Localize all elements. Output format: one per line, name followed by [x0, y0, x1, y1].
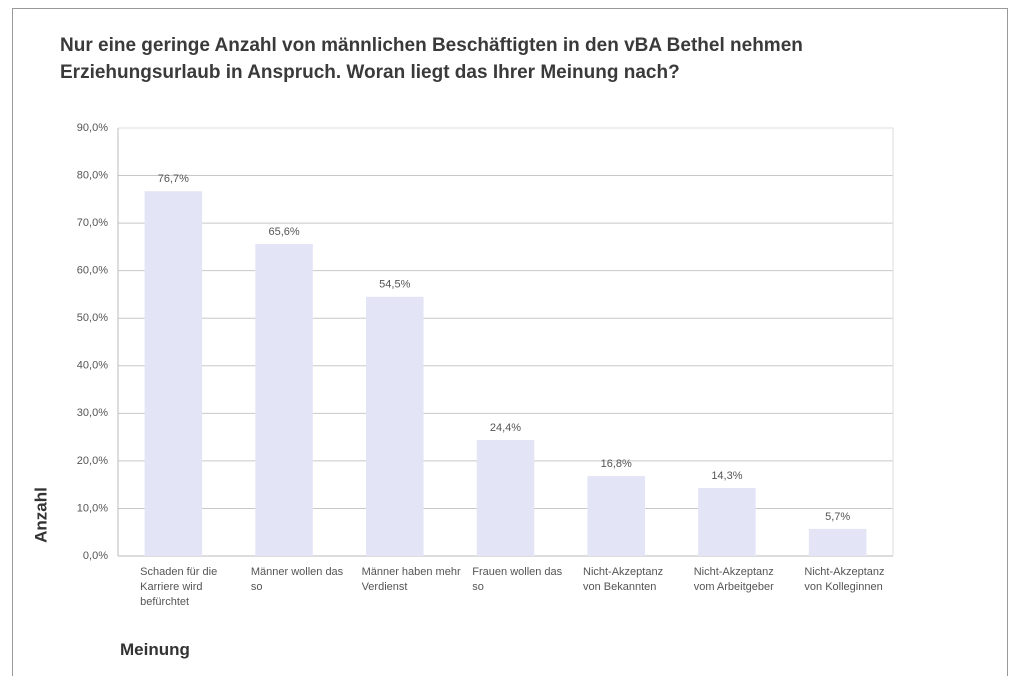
x-tick-label: Männer wollen das so: [250, 566, 344, 593]
y-tick-label: 30,0%: [77, 407, 108, 419]
bar: [698, 487, 756, 556]
value-label: 54,5%: [379, 279, 410, 291]
value-label: 16,8%: [601, 458, 632, 470]
value-label: 65,6%: [268, 226, 299, 238]
bar: [808, 528, 867, 556]
x-tick-label: Frauen wollen das so: [472, 566, 563, 593]
chart-title: Nur eine geringe Anzahl von männlichen B…: [60, 35, 803, 83]
value-label: 14,3%: [711, 470, 742, 482]
y-tick-label: 20,0%: [77, 455, 108, 467]
y-tick-label: 70,0%: [77, 217, 108, 229]
bar: [366, 296, 424, 556]
y-tick-label: 60,0%: [77, 265, 108, 277]
y-tick-label: 90,0%: [77, 122, 108, 134]
value-label: 24,4%: [490, 422, 521, 434]
bar: [476, 439, 535, 556]
y-tick-label: 10,0%: [77, 502, 108, 514]
x-tick-label: Nicht-Akzeptanz von Bekannten: [583, 566, 664, 593]
y-tick-label: 0,0%: [83, 550, 108, 562]
x-tick-label: Nicht-Akzeptanz vom Arbeitgeber: [693, 566, 774, 593]
x-tick-label: Nicht-Akzeptanz von Kolleginnen: [804, 566, 885, 593]
y-tick-label: 80,0%: [77, 169, 108, 181]
bar: [144, 191, 203, 556]
y-tick-label: 50,0%: [77, 312, 108, 324]
bar: [255, 244, 313, 556]
x-tick-label: Männer haben mehr Verdienst: [361, 566, 461, 593]
x-axis-label: Meinung: [120, 640, 190, 659]
y-tick-label: 40,0%: [77, 360, 108, 372]
bar: [587, 476, 645, 556]
value-label: 76,7%: [158, 173, 189, 185]
frame: [12, 8, 1008, 676]
value-label: 5,7%: [825, 511, 850, 523]
x-tick-label: Schaden für die Karriere wird befürchtet: [140, 566, 218, 608]
y-axis-label: Anzahl: [31, 487, 50, 543]
